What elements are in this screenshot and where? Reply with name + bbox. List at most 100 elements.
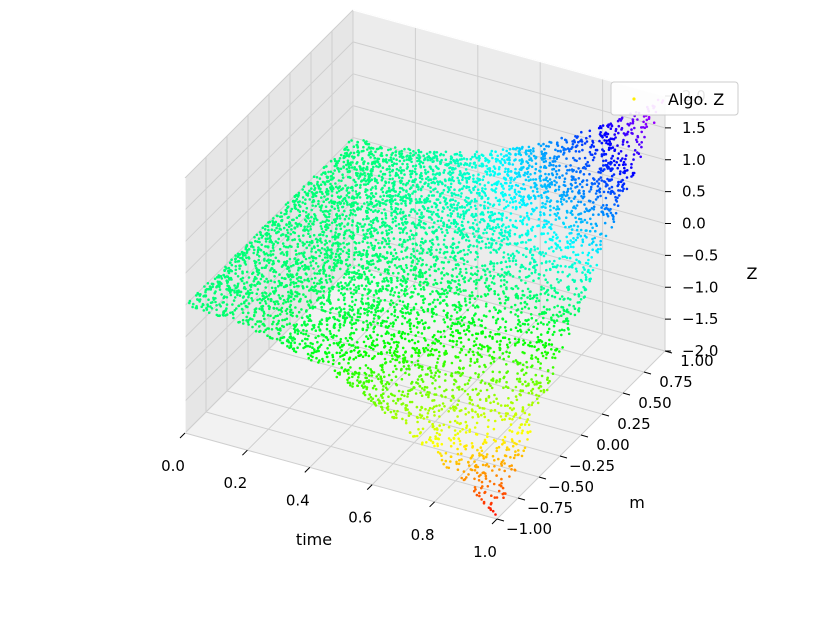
scatter-point <box>426 206 430 210</box>
scatter-point <box>367 245 370 249</box>
grid-line <box>205 411 519 499</box>
scatter-point <box>511 206 515 209</box>
scatter-point <box>451 268 455 271</box>
scatter-point <box>504 320 508 324</box>
scatter-point <box>588 271 592 275</box>
scatter-point <box>436 330 440 333</box>
scatter-point <box>462 214 466 218</box>
scatter-point <box>323 253 327 256</box>
scatter-point <box>258 254 261 258</box>
scatter-point <box>461 388 464 391</box>
scatter-point <box>554 176 558 179</box>
scatter-point <box>509 170 513 173</box>
scatter-point <box>321 233 325 237</box>
scatter-point <box>559 150 562 153</box>
scatter-point <box>306 300 309 303</box>
scatter-point <box>438 195 442 198</box>
scatter-point <box>394 154 398 157</box>
scatter-point <box>406 238 410 242</box>
scatter-point <box>403 337 407 341</box>
scatter-point <box>556 205 559 208</box>
scatter-point <box>549 204 552 208</box>
scatter-point <box>430 181 434 185</box>
scatter-point <box>450 279 454 282</box>
scatter-point <box>617 163 621 167</box>
scatter-point <box>550 183 554 186</box>
scatter-point <box>449 157 453 161</box>
scatter-point <box>420 332 424 335</box>
scatter-point <box>362 321 365 324</box>
scatter-point <box>433 298 436 302</box>
scatter-point <box>507 204 510 207</box>
scatter-point <box>426 170 430 174</box>
scatter-point <box>483 204 486 208</box>
scatter-point <box>355 168 358 171</box>
scatter-point <box>271 263 274 266</box>
scatter-point <box>277 237 281 241</box>
scatter-point <box>535 297 539 300</box>
scatter-point <box>336 187 340 190</box>
scatter-point <box>362 139 365 142</box>
scatter-point <box>403 147 406 151</box>
scatter-point <box>333 237 337 241</box>
scatter-point <box>566 211 569 214</box>
scatter-point <box>413 277 417 281</box>
scatter-point <box>535 187 539 190</box>
scatter-point <box>257 237 261 240</box>
scatter-point <box>528 262 532 266</box>
scatter-point <box>384 216 388 220</box>
scatter-point <box>319 225 323 228</box>
scatter-point <box>418 162 421 166</box>
scatter-point <box>477 241 481 244</box>
scatter-point <box>477 173 480 176</box>
scatter-point <box>449 161 453 164</box>
scatter-point <box>415 233 418 237</box>
scatter-point <box>612 173 616 176</box>
scatter-point <box>341 205 344 209</box>
scatter-point <box>498 348 502 352</box>
scatter-point <box>583 218 587 222</box>
scatter-point <box>363 288 367 291</box>
scatter-point <box>431 225 435 229</box>
scatter-point <box>397 295 401 299</box>
scatter-point <box>516 296 520 300</box>
scatter-point <box>608 209 611 212</box>
scatter-point <box>561 195 564 199</box>
scatter-point <box>632 153 636 156</box>
scatter-point <box>503 302 507 305</box>
scatter-point <box>401 156 404 160</box>
scatter-point <box>417 331 420 334</box>
scatter-point <box>412 247 415 251</box>
scatter-point <box>313 246 316 249</box>
grid-line <box>226 390 540 478</box>
scatter-point <box>459 341 463 344</box>
scatter-point <box>440 227 443 231</box>
scatter-point <box>329 308 332 311</box>
scatter-point <box>536 335 540 339</box>
scatter-point <box>514 313 517 316</box>
scatter-point <box>307 289 311 292</box>
scatter-point <box>378 202 382 205</box>
scatter-point <box>260 236 264 239</box>
scatter-point <box>566 322 570 326</box>
scatter-point <box>361 229 365 232</box>
scatter-point <box>342 276 346 279</box>
scatter-point <box>577 200 580 204</box>
scatter-point <box>579 217 583 221</box>
scatter-point <box>527 238 530 242</box>
scatter-point <box>377 290 381 293</box>
scatter-point <box>551 372 555 376</box>
scatter-point <box>467 248 470 252</box>
scatter-point <box>536 224 539 228</box>
scatter-point <box>467 185 471 189</box>
scatter-point <box>350 318 354 322</box>
scatter-point <box>626 140 629 144</box>
scatter-point <box>354 286 358 289</box>
scatter-point <box>570 184 574 187</box>
scatter-point <box>541 185 544 188</box>
scatter-series-algo-z <box>188 98 665 516</box>
scatter-point <box>381 190 385 194</box>
scatter-point <box>502 275 506 278</box>
scatter-point <box>429 158 432 162</box>
scatter-point <box>497 293 500 297</box>
